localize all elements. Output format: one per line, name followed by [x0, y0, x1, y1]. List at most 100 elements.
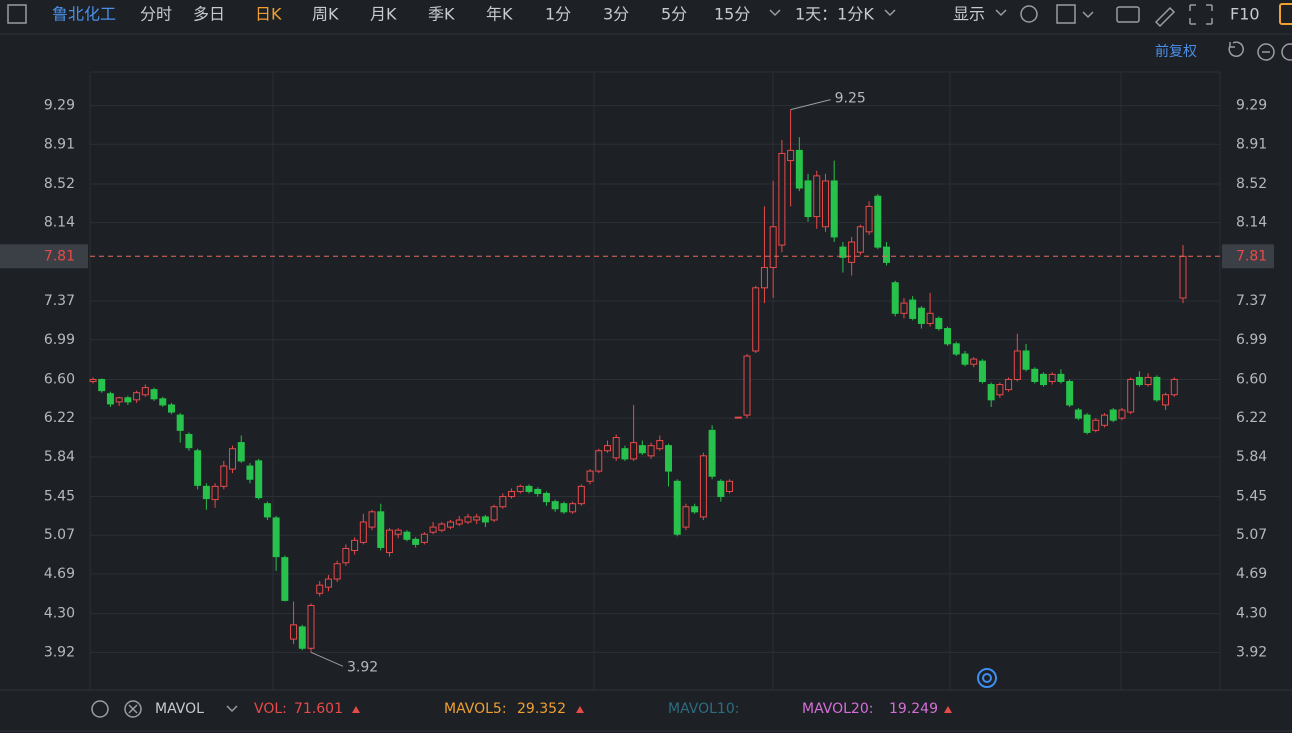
candle-body [717, 480, 725, 498]
candle-body [752, 287, 760, 352]
toolbar-item[interactable]: 1分 [545, 5, 571, 24]
ma10-label: MAVOL10: [668, 701, 739, 717]
vertical-grid [272, 72, 1122, 690]
toolbar-item[interactable]: 显示 [953, 5, 985, 24]
candle-body [787, 149, 795, 162]
candle-body [970, 358, 978, 365]
candle-body [874, 195, 882, 248]
candle-body [621, 448, 629, 460]
toolbar-item[interactable]: 分时 [140, 5, 172, 24]
candle-body [795, 149, 803, 189]
candle-body [978, 360, 986, 383]
candle-body [821, 180, 829, 228]
y-tick-label: 7.37 [44, 293, 75, 309]
candle-body [734, 416, 742, 419]
candle-body [743, 355, 751, 416]
sidebar-icon[interactable] [7, 4, 27, 24]
marker-icon[interactable] [977, 668, 997, 688]
ma5-label: MAVOL5: [444, 701, 507, 717]
candle-body [133, 392, 141, 401]
candle-body [926, 312, 934, 324]
toolbar-item[interactable]: 月K [370, 5, 397, 24]
candle-body [1135, 376, 1143, 386]
candle-body [316, 584, 324, 594]
toolbar-item[interactable]: F10 [1230, 5, 1260, 24]
toolbar-item[interactable]: 5分 [661, 5, 687, 24]
zoom-in-icon[interactable] [1281, 43, 1292, 61]
last-price-box-right [1222, 244, 1274, 269]
candle-body [124, 397, 132, 403]
high-label: 9.25 [835, 91, 866, 107]
candle-body [1118, 409, 1126, 419]
candle-body [856, 226, 864, 253]
toolbar-item[interactable]: 鲁北化工 [52, 5, 116, 24]
y-tick-label-right: 5.45 [1236, 489, 1267, 505]
candle-body [1083, 414, 1091, 433]
candle-body [760, 266, 768, 289]
zoom-out-icon[interactable] [1257, 43, 1275, 61]
candle-body [324, 578, 332, 588]
toolbar-item[interactable]: 3分 [603, 5, 629, 24]
candle-body [272, 517, 280, 558]
pen-icon[interactable] [1154, 6, 1176, 28]
candle-body [848, 241, 856, 263]
candle-body [900, 302, 908, 314]
up-arrow [352, 706, 360, 713]
candle-body [865, 205, 873, 233]
candle-body [447, 521, 455, 528]
y-tick-label: 4.30 [44, 606, 75, 622]
candle-body [917, 307, 925, 324]
camera-icon[interactable] [1116, 6, 1140, 23]
toolbar: 鲁北化工 分时 多日 日K 周K 月K 季K 年K 1分 3分 5分 15分 1天：1分K 显示 F10 [52, 5, 1260, 24]
candle-body [699, 455, 707, 518]
dropdown-arrow [1082, 11, 1094, 19]
dropdown-arrow [226, 705, 238, 713]
candle-body [211, 485, 219, 501]
toolbar-item[interactable]: 1天：1分K [795, 5, 874, 24]
y-tick-label-right: 8.52 [1236, 176, 1267, 192]
candle-body [595, 450, 603, 472]
toolbar-item[interactable]: 周K [312, 5, 339, 24]
candle-body [202, 485, 210, 500]
orange-icon[interactable] [1279, 3, 1292, 25]
candle-body [516, 485, 524, 492]
indicator-close[interactable] [124, 700, 142, 718]
y-tick-label: 5.84 [44, 449, 75, 465]
indicator-settings[interactable] [91, 700, 109, 718]
candle-body [342, 547, 350, 564]
candle-body [263, 503, 271, 518]
y-tick-label-right: 3.92 [1236, 644, 1267, 660]
toolbar-item[interactable]: 年K [486, 5, 513, 24]
toolbar-item[interactable]: 15分 [714, 5, 750, 24]
box-icon[interactable] [1056, 4, 1076, 24]
candle-body [534, 488, 542, 495]
adjust-button[interactable]: 前复权 [1155, 43, 1197, 60]
candle-body [778, 152, 786, 246]
candle-body [726, 480, 734, 492]
y-tick-label-right: 8.14 [1236, 215, 1267, 231]
candle-body [359, 521, 367, 543]
candle-body [525, 485, 533, 492]
candle-body [455, 519, 463, 525]
fullscreen-icon[interactable] [1189, 4, 1213, 25]
indicator-name[interactable]: MAVOL [155, 701, 204, 717]
candle-body [481, 516, 489, 523]
reset-icon[interactable] [1228, 41, 1244, 57]
candle-body [115, 397, 123, 403]
candle-body [577, 485, 585, 505]
y-tick-label-right: 7.37 [1236, 293, 1267, 309]
settings-icon[interactable] [1020, 5, 1038, 23]
dropdown-arrows [769, 9, 1007, 17]
candle-body [194, 450, 202, 486]
toolbar-item[interactable]: 日K [255, 5, 282, 24]
candle-body [394, 529, 402, 535]
candle-body [996, 384, 1004, 396]
candle-body [377, 511, 385, 548]
candle-body [656, 440, 664, 450]
toolbar-item[interactable]: 多日 [193, 5, 225, 24]
y-tick-label: 8.91 [44, 136, 75, 152]
y-tick-label-right: 4.69 [1236, 566, 1267, 582]
toolbar-item[interactable]: 季K [428, 5, 455, 24]
